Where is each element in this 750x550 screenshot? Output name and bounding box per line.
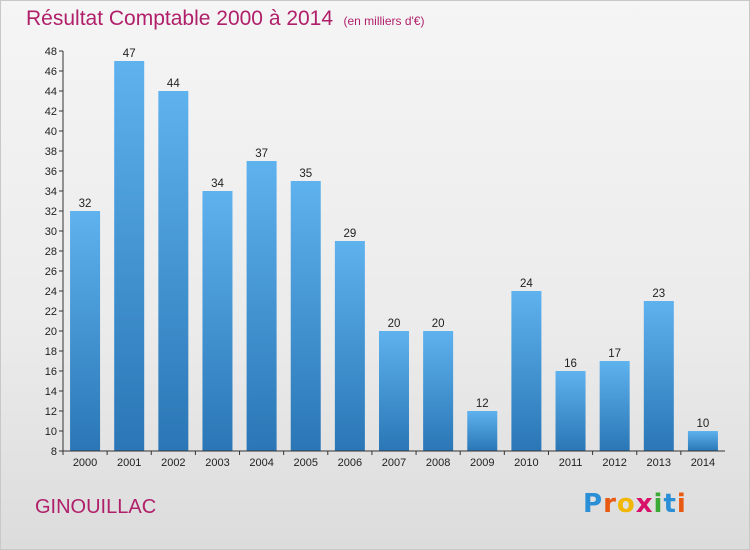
bar-2012 [599, 361, 630, 451]
y-tick-label: 38 [45, 146, 57, 158]
x-tick-label: 2006 [338, 457, 362, 469]
logo-letter: i [653, 489, 664, 519]
bar-2011 [555, 371, 586, 451]
y-tick-label: 42 [45, 106, 57, 118]
x-tick-label: 2003 [205, 457, 229, 469]
y-tick-label: 44 [45, 86, 57, 98]
logo-letter: i [676, 489, 687, 519]
bar-2005 [290, 181, 321, 451]
x-tick-label: 2004 [249, 457, 273, 469]
logo-letter: x [635, 489, 654, 519]
y-tick-label: 8 [51, 446, 57, 458]
y-tick-label: 14 [45, 386, 57, 398]
y-tick-label: 34 [45, 186, 57, 198]
x-tick-label: 2012 [602, 457, 626, 469]
y-tick-label: 30 [45, 226, 57, 238]
y-tick-label: 48 [45, 46, 57, 58]
x-tick-label: 2014 [691, 457, 715, 469]
logo-letter: P [583, 489, 604, 519]
bar-value-label: 32 [79, 198, 92, 210]
bar-value-label: 37 [255, 148, 268, 160]
bars: 32 47 44 34 37 35 29 20 20 12 24 16 17 23 10 [70, 48, 718, 451]
bar-2010 [511, 291, 542, 451]
bar-value-label: 20 [432, 318, 445, 330]
y-tick-label: 36 [45, 166, 57, 178]
y-tick-label: 12 [45, 406, 57, 418]
bar-2001 [114, 61, 145, 451]
bar-value-label: 23 [652, 288, 665, 300]
y-tick-label: 22 [45, 306, 57, 318]
x-tick-label: 2010 [514, 457, 538, 469]
x-tick-label: 2005 [293, 457, 317, 469]
x-tick-label: 2013 [647, 457, 671, 469]
bar-2013 [643, 301, 674, 451]
x-tick-label: 2007 [382, 457, 406, 469]
y-tick-label: 18 [45, 346, 57, 358]
x-tick-label: 2001 [117, 457, 141, 469]
bar-value-label: 12 [476, 398, 489, 410]
y-tick-label: 16 [45, 366, 57, 378]
bar-2000 [70, 211, 101, 451]
chart-title-block: Résultat Comptable 2000 à 2014 (en milli… [26, 7, 424, 31]
proxiti-logo: Proxiti [583, 489, 687, 519]
bar-2008 [423, 331, 454, 451]
bar-value-label: 10 [697, 418, 710, 430]
bar-2002 [158, 91, 189, 451]
x-tick-label: 2002 [161, 457, 185, 469]
bar-value-label: 20 [388, 318, 401, 330]
commune-name: GINOUILLAC [35, 496, 157, 518]
x-tick-label: 2008 [426, 457, 450, 469]
bar-value-label: 34 [211, 178, 224, 190]
bar-2007 [379, 331, 409, 451]
bar-value-label: 24 [520, 278, 533, 290]
bar-2004 [246, 161, 277, 451]
x-tick-label: 2011 [559, 457, 583, 469]
bar-value-label: 17 [608, 348, 621, 360]
y-axis: 8 10 12 14 16 18 20 22 24 26 28 30 32 34 36 38 40 42 44 46 4… [45, 46, 64, 458]
y-tick-label: 24 [45, 286, 57, 298]
x-axis: 2000 2001 2002 2003 2004 2005 2006 2007 2008 2009… [62, 450, 725, 469]
bar-2014 [687, 431, 718, 451]
bar-value-label: 47 [123, 48, 136, 60]
y-tick-label: 20 [45, 326, 57, 338]
bar-2009 [467, 411, 498, 451]
chart-unit: (en milliers d'€) [343, 14, 425, 28]
bar-2003 [202, 191, 233, 451]
y-tick-label: 40 [45, 126, 57, 138]
logo-letter: r [603, 489, 617, 519]
x-tick-label: 2009 [470, 457, 494, 469]
y-tick-label: 46 [45, 66, 57, 78]
bar-value-label: 29 [343, 228, 356, 240]
bar-value-label: 35 [299, 168, 312, 180]
logo-letter: o [616, 489, 636, 519]
bar-value-label: 44 [167, 78, 180, 90]
y-tick-label: 28 [45, 246, 57, 258]
x-tick-label: 2000 [73, 457, 97, 469]
y-tick-label: 32 [45, 206, 57, 218]
y-tick-label: 26 [45, 266, 57, 278]
bar-value-label: 16 [564, 358, 577, 370]
chart-title: Résultat Comptable 2000 à 2014 [26, 7, 334, 30]
y-tick-label: 10 [45, 426, 57, 438]
logo-letter: t [663, 489, 677, 519]
bar-2006 [334, 241, 365, 451]
